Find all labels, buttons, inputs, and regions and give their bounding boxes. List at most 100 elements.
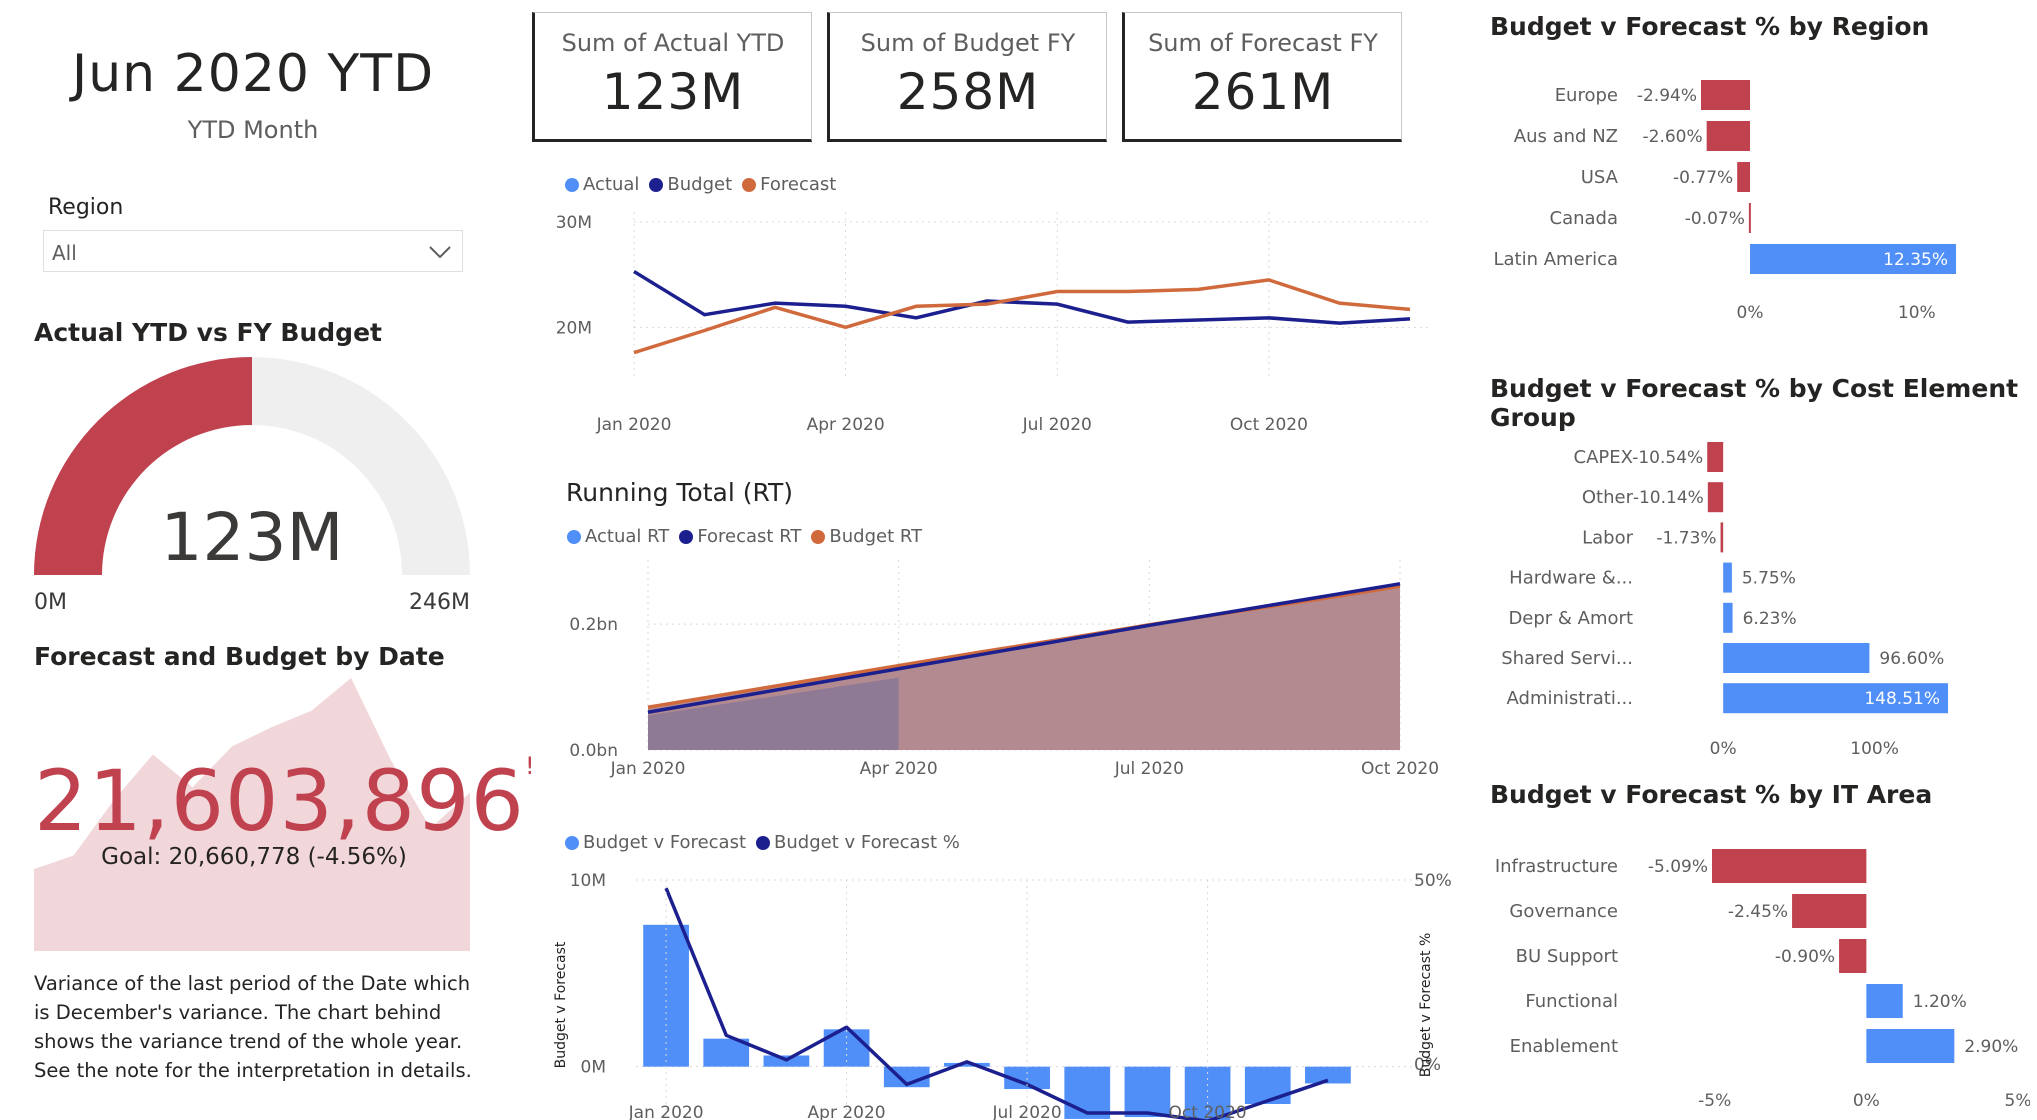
x-tick-label: Oct 2020 [1361, 759, 1439, 779]
bar [1839, 939, 1867, 973]
category-label: BU Support [1516, 946, 1618, 967]
category-label: Depr & Amort [1508, 608, 1633, 629]
variance-goal: Goal: 20,660,778 (-4.56%) [101, 844, 407, 870]
legend-item-actual[interactable]: Actual [565, 174, 639, 195]
bar [1723, 562, 1732, 593]
legend-item-budget[interactable]: Budget [649, 174, 732, 195]
variance-bar [1124, 1066, 1171, 1118]
legend-label: Budget [667, 174, 733, 195]
bar [1748, 203, 1751, 233]
x-tick-label: 0% [1737, 303, 1764, 323]
x-tick-label: 100% [1850, 739, 1899, 759]
data-label: -0.07% [1685, 209, 1745, 229]
data-label: 12.35% [1883, 250, 1948, 270]
gauge-min-label: 0M [34, 590, 67, 615]
bar [1866, 984, 1903, 1018]
it-area-bar-chart: Infrastructure -5.09% Governance -2.45% BU S… [1495, 849, 2030, 1111]
bar [1737, 162, 1751, 192]
data-label: -0.77% [1673, 168, 1733, 188]
kpi-value: 123M [601, 63, 745, 121]
legend-item-actual-rt[interactable]: Actual RT [567, 526, 669, 547]
legend-label: Actual RT [585, 526, 670, 547]
running-total-title: Running Total (RT) [566, 478, 794, 507]
bar [1792, 894, 1867, 928]
category-label: Governance [1509, 901, 1618, 922]
legend-item-forecast[interactable]: Forecast [742, 174, 836, 195]
legend-item-budget-v-forecast[interactable]: Budget v Forecast [565, 832, 746, 853]
kpi-label: Sum of Actual YTD [561, 29, 785, 57]
kpi-value: 258M [896, 63, 1040, 121]
data-label: 5.75% [1742, 569, 1796, 589]
category-label: Enablement [1510, 1036, 1618, 1057]
legend-item-forecast-rt[interactable]: Forecast RT [679, 526, 801, 547]
x-tick-label: Apr 2020 [808, 1103, 886, 1120]
x-tick-label: 0% [1710, 739, 1737, 759]
data-label: 148.51% [1864, 689, 1940, 709]
category-label: Canada [1550, 208, 1619, 229]
data-label: -10.54% [1632, 448, 1703, 468]
variance-bar [1305, 1066, 1351, 1084]
x-tick-label: Apr 2020 [807, 415, 885, 435]
data-label: -2.45% [1728, 902, 1788, 922]
kpi-label: Sum of Budget FY [860, 29, 1076, 57]
variance-value: 21,603,896! [34, 752, 535, 850]
chevron-down-icon [429, 246, 451, 259]
variance-note: Variance of the last period of the Date … [34, 972, 472, 1082]
kpi-card-forecast-fy: Sum of Forecast FY 261M [1122, 12, 1402, 142]
bar [1723, 602, 1733, 633]
data-label: -10.14% [1633, 488, 1704, 508]
variance-bar [1004, 1066, 1050, 1090]
forecast-rt-line [647, 582, 1401, 714]
data-label: -5.09% [1648, 857, 1708, 877]
page-subtitle: YTD Month [187, 116, 319, 144]
gauge-max-label: 246M [409, 590, 470, 615]
category-label: Functional [1525, 991, 1618, 1012]
data-label: -2.60% [1643, 127, 1703, 147]
data-label: -2.94% [1637, 86, 1697, 106]
x-tick-label: Jul 2020 [1114, 759, 1184, 779]
legend-label: Budget v Forecast % [774, 832, 960, 853]
x-tick-label: Jan 2020 [596, 415, 672, 435]
y-tick-label: 0M [581, 1058, 606, 1078]
x-tick-label: Jan 2020 [628, 1103, 704, 1120]
x-tick-label: Oct 2020 [1169, 1103, 1247, 1120]
category-label: Infrastructure [1495, 856, 1618, 877]
variance-bar [944, 1062, 990, 1067]
region-slicer-value: All [52, 241, 77, 265]
legend-dot-icon [811, 529, 826, 544]
gauge-value-label: 123M [161, 499, 344, 576]
x-tick-label: 0% [1853, 1091, 1880, 1111]
region-slicer-dropdown[interactable]: All [43, 230, 463, 272]
it-area-chart-title: Budget v Forecast % by IT Area [1490, 780, 1933, 809]
y2-axis-label: Budget v Forecast % [1418, 933, 1434, 1078]
gauge-fill [34, 357, 252, 575]
data-label: 96.60% [1879, 649, 1944, 669]
variance-bar [1064, 1066, 1111, 1119]
bar [1723, 683, 1948, 714]
y-tick-label: 20M [556, 318, 592, 338]
cost-element-bar-chart: CAPEX -10.54% Other -10.14%Labor -1.73% Hardw… [1501, 442, 1948, 759]
legend-dot-icon [565, 177, 579, 192]
category-label: Aus and NZ [1514, 126, 1618, 147]
bar [1712, 849, 1867, 883]
variance-pct-line [664, 887, 1329, 1120]
legend-dot-icon [565, 835, 579, 850]
category-label: Shared Servi... [1501, 648, 1633, 669]
bar [1720, 522, 1724, 553]
variance-bar [1244, 1066, 1291, 1104]
legend-item-budget-v-forecast-pct[interactable]: Budget v Forecast % [756, 832, 960, 853]
y2-tick-label: 0% [1414, 1055, 1441, 1075]
variance-trend-area [34, 678, 470, 951]
legend-dot-icon [649, 177, 664, 192]
legend-item-budget-rt[interactable]: Budget RT [811, 526, 922, 547]
variance-trend-background [34, 678, 470, 951]
series-line-budget [633, 270, 1411, 325]
legend-dot-icon [742, 177, 757, 192]
kpi-value: 261M [1191, 63, 1335, 121]
legend-dot-icon [679, 529, 694, 544]
data-label: -1.73% [1656, 528, 1716, 548]
gauge-title: Actual YTD vs FY Budget [34, 318, 382, 347]
kpi-label: Sum of Forecast FY [1148, 29, 1378, 57]
x-tick-label: Apr 2020 [860, 759, 938, 779]
variance-combo-chart: 10M 0M 50% 0% Budget v Forecast Budget v Fore… [553, 871, 1452, 1120]
